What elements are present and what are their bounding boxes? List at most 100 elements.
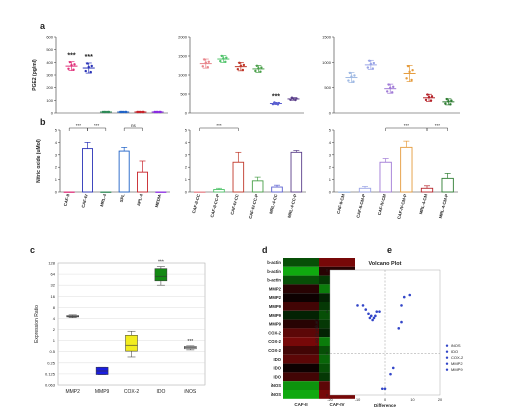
y-tick-label: 6 [326, 268, 328, 272]
x-axis-label: Difference [374, 403, 397, 408]
y-tick-label: 1 [53, 338, 56, 343]
y-axis-label: Expression Ratio [34, 305, 40, 343]
significance-label: *** [404, 123, 410, 128]
data-point [201, 65, 204, 68]
data-point [219, 59, 222, 63]
panel-e-volcano [329, 269, 449, 396]
bar [400, 146, 413, 193]
bar [271, 186, 283, 193]
legend-marker [445, 368, 449, 371]
legend-label: COX-2 [451, 355, 464, 360]
significance-label: ns [131, 123, 137, 128]
significance-bracket [199, 127, 239, 131]
y-tick-label: 4 [329, 140, 332, 145]
y-tick-label: 2 [53, 327, 56, 332]
row-label: iNOS [271, 392, 281, 397]
row-label: MMP2 [269, 295, 282, 300]
significance-bracket [385, 127, 428, 131]
x-tick-label: CAF-IV-CM-P [396, 193, 408, 219]
data-point [207, 60, 210, 63]
legend-label: IDO [451, 349, 458, 354]
box [154, 268, 168, 282]
heatmap-cell [283, 328, 319, 338]
significance-label: *** [435, 123, 441, 128]
x-tick-label: MMP2 [65, 389, 80, 395]
y-tick-label: 4 [55, 140, 58, 145]
y-tick-label: 5 [185, 128, 188, 133]
legend-marker [445, 356, 449, 359]
legend-label: MMP2 [451, 361, 463, 366]
panel-label-e: e [387, 245, 392, 255]
y-axis-label: PGE2 (pg/ml) [32, 59, 38, 91]
chart-title: Volcano Plot [369, 261, 402, 267]
row-label: b-actin [267, 269, 281, 274]
significance-label: *** [216, 123, 222, 128]
bar [290, 151, 303, 193]
y-tick-label: 3 [185, 152, 188, 157]
data-point [73, 63, 76, 66]
data-point [254, 69, 257, 73]
y-tick-label: 1 [329, 177, 332, 182]
significance-bracket [426, 127, 448, 131]
heatmap-cell [283, 310, 319, 320]
x-tick-label: 10 [410, 398, 414, 402]
x-tick-label: CAF-II-CC [191, 194, 201, 214]
significance-label: *** [158, 260, 164, 266]
y-tick-label: 0.5 [49, 349, 55, 354]
data-point [392, 85, 395, 89]
column-label: CAF-IV [330, 402, 345, 407]
data-point [371, 318, 374, 322]
y-tick-label: 5 [329, 128, 332, 133]
data-point [402, 295, 406, 299]
row-label: MMP9 [269, 313, 282, 318]
bar [441, 177, 454, 193]
significance-bracket [68, 127, 88, 131]
plot-frame [57, 262, 206, 386]
y-tick-label: 2 [326, 352, 328, 356]
data-point [361, 304, 365, 307]
significance-label: *** [272, 93, 280, 100]
x-tick-label: 0 [384, 398, 386, 402]
row-label: IDO [274, 366, 282, 371]
row-label: MMP9 [269, 304, 282, 309]
x-tick-label: MRL-4-CM [418, 193, 428, 215]
y-tick-label: 16 [51, 294, 56, 299]
data-point [260, 66, 263, 69]
data-point [375, 310, 379, 313]
y-tick-label: 64 [51, 272, 56, 277]
data-point [400, 304, 403, 307]
data-point [444, 102, 447, 105]
y-tick-label: 128 [48, 261, 55, 266]
significance-bracket [123, 127, 143, 131]
heatmap-cell [283, 346, 319, 355]
x-tick-label: CAF-IV-CC-P [248, 193, 259, 219]
x-tick-label: CAF-II-CC-P [209, 193, 220, 218]
bar [251, 180, 264, 193]
y-tick-label: 0 [329, 111, 332, 116]
panel-label-a: a [40, 21, 46, 31]
y-tick-label: 0 [185, 190, 188, 195]
data-point [405, 77, 408, 80]
y-tick-label: 0.125 [45, 371, 56, 376]
row-label: MMP2 [269, 286, 282, 291]
plot-frame [329, 269, 441, 396]
y-axis-label: Nitric oxide (uMol) [36, 139, 42, 183]
y-tick-label: 2 [55, 165, 58, 170]
bar [358, 187, 372, 193]
data-point [68, 60, 72, 64]
data-point [89, 70, 92, 74]
bar [420, 187, 434, 193]
x-tick-label: MMP9 [95, 389, 110, 395]
data-point [364, 308, 368, 311]
x-tick-label: 20 [438, 398, 442, 402]
y-tick-label: 1500 [322, 35, 332, 40]
y-tick-label: 32 [51, 283, 56, 288]
heatmap-cell [283, 337, 319, 346]
data-point [397, 327, 401, 330]
y-tick-label: 3 [329, 152, 332, 157]
y-tick-label: 1000 [322, 60, 332, 65]
data-point [410, 78, 413, 82]
data-point [356, 304, 359, 307]
legend-marker [445, 350, 449, 353]
